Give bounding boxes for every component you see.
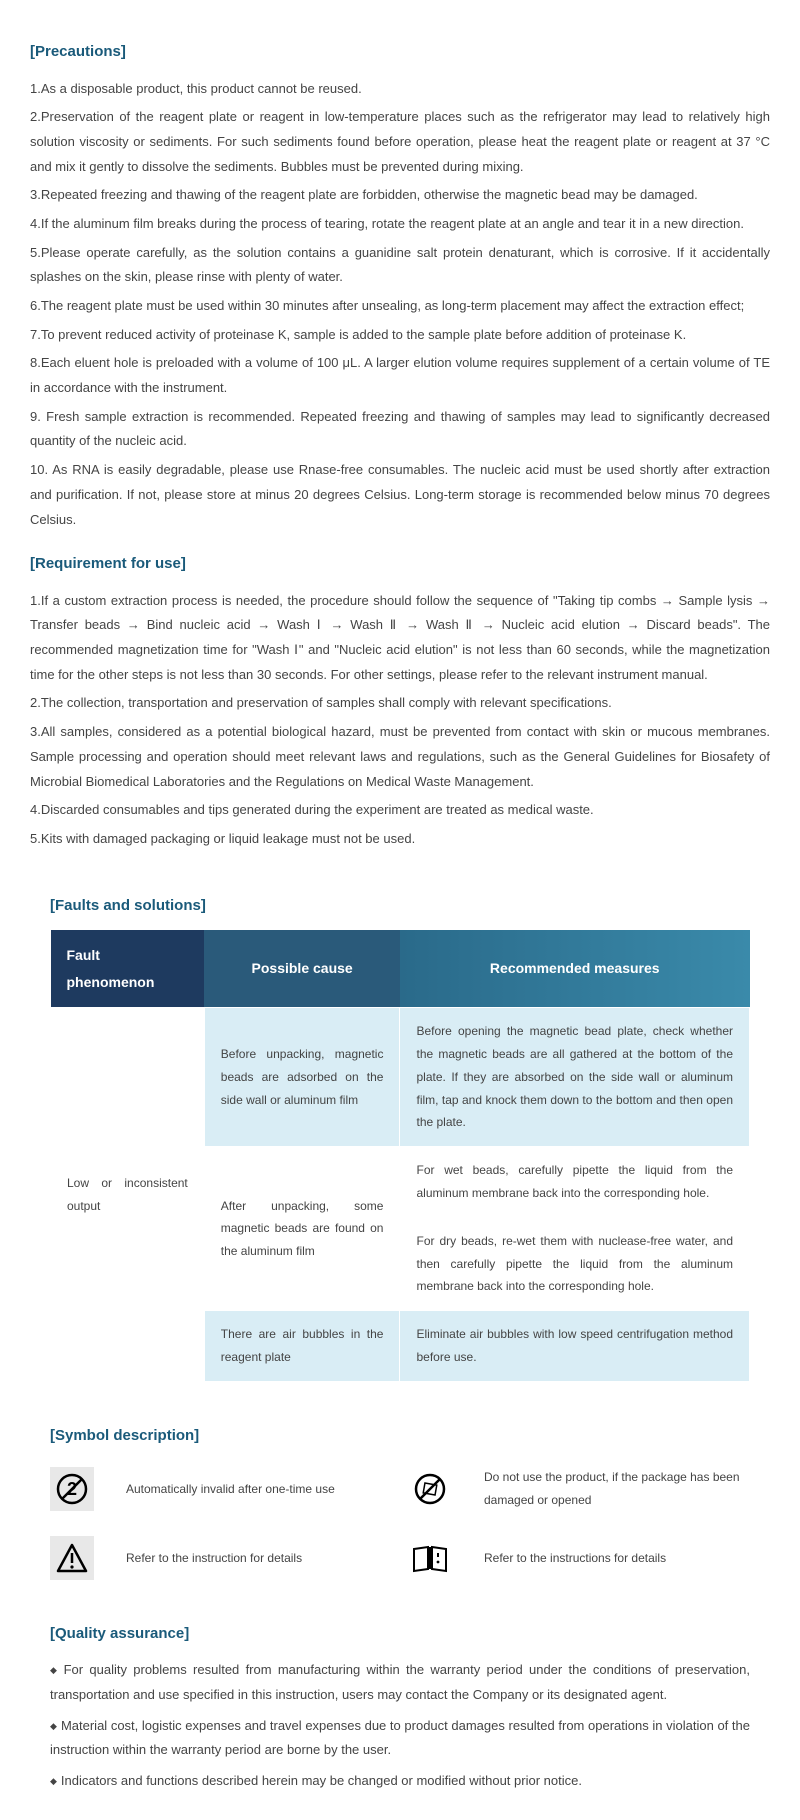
- measure-cell: Eliminate air bubbles with low speed cen…: [400, 1311, 750, 1382]
- precaution-item: 10. As RNA is easily degradable, please …: [30, 458, 770, 532]
- section-faults: [Faults and solutions] Fault phenomenon …: [30, 892, 770, 1382]
- qa-item: For quality problems resulted from manuf…: [50, 1658, 750, 1707]
- th-cause: Possible cause: [204, 930, 400, 1008]
- qa-item: Indicators and functions described herei…: [50, 1769, 750, 1794]
- precaution-item: 3.Repeated freezing and thawing of the r…: [30, 183, 770, 208]
- no-reuse-icon: 2: [50, 1467, 94, 1511]
- cause-cell: Before unpacking, magnetic beads are ads…: [204, 1008, 400, 1147]
- heading-requirement: [Requirement for use]: [30, 550, 770, 579]
- symbol-text: Refer to the instruction for details: [126, 1547, 392, 1570]
- precaution-item: 6.The reagent plate must be used within …: [30, 294, 770, 319]
- cause-cell: There are air bubbles in the reagent pla…: [204, 1311, 400, 1382]
- section-symbols: [Symbol description] 2 Automatically inv…: [30, 1422, 770, 1580]
- precaution-item: 9. Fresh sample extraction is recommende…: [30, 405, 770, 454]
- requirement-item: 3.All samples, considered as a potential…: [30, 720, 770, 794]
- requirement-item: 5.Kits with damaged packaging or liquid …: [30, 827, 770, 852]
- requirement-item: 1.If a custom extraction process is need…: [30, 589, 770, 688]
- cause-cell: After unpacking, some magnetic beads are…: [204, 1147, 400, 1311]
- precaution-item: 4.If the aluminum film breaks during the…: [30, 212, 770, 237]
- measure-cell: Before opening the magnetic bead plate, …: [400, 1008, 750, 1147]
- precaution-item: 1.As a disposable product, this product …: [30, 77, 770, 102]
- qa-item: Material cost, logistic expenses and tra…: [50, 1714, 750, 1763]
- heading-precautions: [Precautions]: [30, 38, 770, 67]
- requirement-item: 4.Discarded consumables and tips generat…: [30, 798, 770, 823]
- heading-qa: [Quality assurance]: [50, 1620, 750, 1649]
- symbol-text: Refer to the instructions for details: [484, 1547, 750, 1570]
- faults-table: Fault phenomenon Possible cause Recommen…: [50, 930, 750, 1382]
- precaution-item: 5.Please operate carefully, as the solut…: [30, 241, 770, 290]
- precaution-item: 2.Preservation of the reagent plate or r…: [30, 105, 770, 179]
- fault-label: Low or inconsistent output: [51, 1008, 205, 1382]
- precaution-item: 7.To prevent reduced activity of protein…: [30, 323, 770, 348]
- section-qa: [Quality assurance] For quality problems…: [30, 1620, 770, 1794]
- symbol-text: Automatically invalid after one-time use: [126, 1478, 392, 1501]
- no-damaged-icon: [408, 1467, 452, 1511]
- symbols-grid: 2 Automatically invalid after one-time u…: [50, 1466, 750, 1580]
- heading-symbols: [Symbol description]: [50, 1422, 750, 1451]
- section-precautions: [Precautions] 1.As a disposable product,…: [30, 38, 770, 532]
- requirement-item: 2.The collection, transportation and pre…: [30, 691, 770, 716]
- manual-icon: [408, 1536, 452, 1580]
- measure-cell: For wet beads, carefully pipette the liq…: [400, 1147, 750, 1218]
- symbol-text: Do not use the product, if the package h…: [484, 1466, 750, 1512]
- section-requirement: [Requirement for use] 1.If a custom extr…: [30, 550, 770, 851]
- heading-faults: [Faults and solutions]: [50, 892, 750, 921]
- th-measure: Recommended measures: [400, 930, 750, 1008]
- precaution-item: 8.Each eluent hole is preloaded with a v…: [30, 351, 770, 400]
- measure-cell: For dry beads, re-wet them with nuclease…: [400, 1217, 750, 1310]
- th-fault: Fault phenomenon: [51, 930, 205, 1008]
- caution-icon: [50, 1536, 94, 1580]
